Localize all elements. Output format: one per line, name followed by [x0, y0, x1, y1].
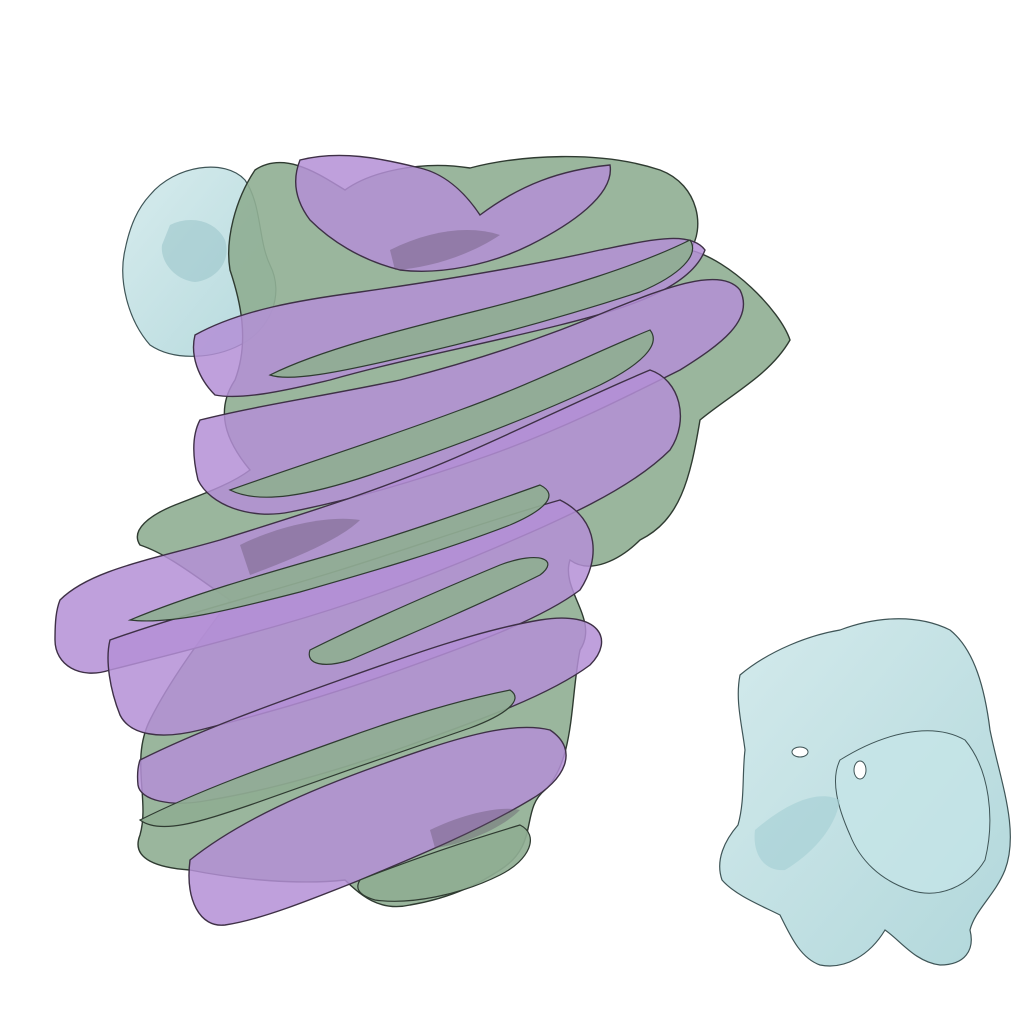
shadow-accents [240, 230, 520, 848]
cyan-density-bottom-right [719, 618, 1011, 967]
green-density-streaks [127, 239, 694, 902]
